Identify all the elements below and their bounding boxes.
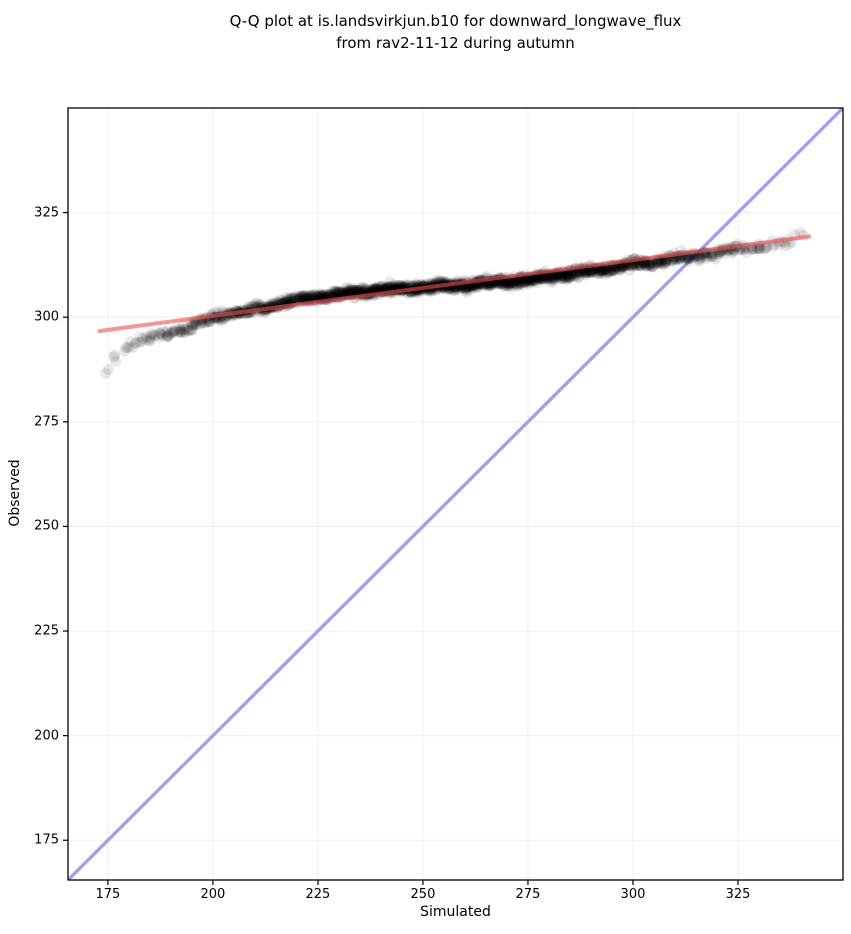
x-tick-label: 275 — [515, 887, 541, 902]
y-tick-label: 175 — [34, 832, 59, 848]
x-tick-label: 325 — [725, 887, 751, 902]
chart-title-line-2: from rav2-11-12 during autumn — [336, 33, 575, 52]
y-axis-label: Observed — [7, 459, 23, 527]
x-tick-label: 300 — [620, 887, 646, 902]
x-tick-label: 250 — [410, 887, 436, 902]
x-tick-label: 225 — [305, 887, 331, 902]
chart-title: Q-Q plot at is.landsvirkjun.b10 for down… — [68, 11, 843, 54]
x-tick-label: 200 — [200, 887, 226, 902]
y-tick-label: 275 — [34, 414, 59, 430]
y-tick-label: 250 — [34, 518, 59, 534]
chart-title-line-1: Q-Q plot at is.landsvirkjun.b10 for down… — [229, 12, 682, 30]
x-tick-label: 175 — [95, 887, 121, 902]
y-tick-label: 300 — [34, 309, 59, 325]
x-axis-label: Simulated — [420, 904, 491, 920]
y-tick-label: 225 — [34, 623, 59, 639]
y-tick-label: 325 — [34, 205, 59, 221]
y-tick-label: 200 — [34, 728, 59, 744]
